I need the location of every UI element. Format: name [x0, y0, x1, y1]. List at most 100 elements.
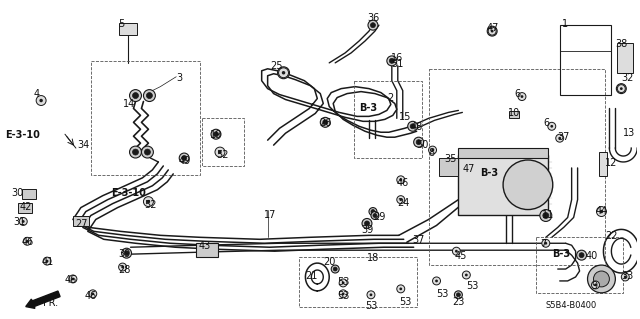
Circle shape [141, 146, 154, 158]
Text: 44: 44 [595, 205, 608, 216]
Circle shape [410, 124, 415, 129]
Text: 6: 6 [514, 89, 520, 99]
Text: 6: 6 [544, 118, 550, 128]
Text: 52: 52 [145, 200, 157, 210]
Circle shape [618, 85, 625, 93]
Circle shape [373, 213, 377, 218]
Circle shape [89, 290, 97, 298]
Text: B-3: B-3 [359, 102, 377, 113]
Text: 41: 41 [41, 257, 53, 267]
Text: E-3-10: E-3-10 [5, 130, 40, 140]
Bar [458, 155, 548, 214]
Circle shape [588, 265, 615, 293]
Text: 11: 11 [542, 210, 554, 219]
Circle shape [399, 198, 402, 201]
Text: 53: 53 [467, 281, 479, 291]
Circle shape [619, 86, 624, 91]
Circle shape [132, 93, 138, 99]
Circle shape [488, 27, 496, 35]
Circle shape [435, 279, 438, 282]
Circle shape [145, 149, 150, 155]
Circle shape [577, 250, 586, 260]
Circle shape [147, 93, 152, 99]
Circle shape [218, 150, 221, 154]
Circle shape [579, 253, 584, 258]
Circle shape [121, 266, 124, 269]
Text: 53: 53 [337, 277, 349, 287]
Circle shape [399, 178, 402, 181]
Text: 51: 51 [391, 59, 403, 69]
Text: 22: 22 [605, 231, 618, 241]
Circle shape [118, 263, 127, 271]
Circle shape [129, 90, 141, 101]
Circle shape [339, 290, 347, 298]
Circle shape [122, 248, 132, 258]
Circle shape [556, 134, 564, 142]
Bar [196, 243, 218, 257]
Text: B-3: B-3 [480, 168, 499, 178]
Bar [91, 61, 200, 175]
Text: 39: 39 [118, 249, 131, 259]
Circle shape [124, 251, 129, 256]
Circle shape [323, 120, 328, 125]
Text: 29: 29 [373, 211, 385, 221]
Circle shape [465, 274, 468, 276]
Bar [509, 111, 519, 118]
Circle shape [365, 221, 369, 226]
Circle shape [594, 284, 597, 286]
Circle shape [333, 267, 337, 271]
Circle shape [43, 257, 51, 265]
Circle shape [362, 219, 372, 228]
Circle shape [399, 287, 402, 290]
Circle shape [143, 197, 154, 207]
Text: 27: 27 [75, 219, 88, 229]
Circle shape [540, 210, 552, 221]
Circle shape [431, 149, 434, 152]
Circle shape [278, 68, 289, 78]
Circle shape [520, 95, 524, 98]
Circle shape [591, 281, 600, 289]
Circle shape [416, 140, 421, 145]
Circle shape [214, 132, 218, 137]
Text: 25: 25 [271, 61, 283, 71]
Text: 8: 8 [429, 148, 435, 158]
Bar [458, 148, 548, 158]
Text: 53: 53 [436, 289, 449, 299]
Circle shape [72, 278, 74, 280]
Text: 13: 13 [623, 128, 636, 138]
Bar [429, 69, 605, 265]
Text: 18: 18 [367, 253, 380, 263]
Text: 10: 10 [508, 108, 520, 118]
Bar [300, 257, 417, 307]
Circle shape [518, 93, 526, 100]
Circle shape [624, 276, 627, 278]
Circle shape [147, 200, 150, 204]
Circle shape [487, 26, 497, 36]
Circle shape [456, 293, 460, 297]
Circle shape [369, 208, 377, 216]
Text: 2: 2 [387, 93, 393, 103]
Text: 46: 46 [397, 178, 409, 188]
Circle shape [211, 129, 221, 139]
Circle shape [397, 196, 404, 204]
Bar [19, 203, 32, 212]
Text: 19: 19 [210, 130, 222, 140]
Circle shape [23, 237, 31, 245]
Text: 14: 14 [123, 99, 135, 108]
Text: 46: 46 [85, 291, 97, 301]
Circle shape [503, 160, 553, 210]
Text: 16: 16 [391, 53, 403, 63]
Text: FR.: FR. [43, 298, 58, 308]
Bar [618, 43, 633, 73]
Circle shape [368, 20, 378, 30]
Circle shape [408, 121, 418, 131]
Circle shape [413, 137, 424, 147]
Circle shape [367, 291, 375, 299]
Circle shape [616, 84, 627, 93]
Text: 53: 53 [365, 301, 378, 311]
Text: 30: 30 [12, 188, 24, 198]
Text: 28: 28 [118, 265, 131, 275]
Circle shape [19, 218, 28, 226]
Text: 53: 53 [337, 291, 349, 301]
Bar [202, 118, 244, 166]
